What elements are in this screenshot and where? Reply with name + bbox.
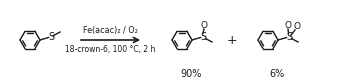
Text: O: O	[284, 21, 292, 30]
Text: Fe(acac)₂ / O₂: Fe(acac)₂ / O₂	[83, 26, 138, 35]
Text: +: +	[227, 34, 237, 47]
Text: 6%: 6%	[269, 69, 285, 79]
Text: S: S	[48, 32, 54, 42]
Text: 18-crown-6, 100 °C, 2 h: 18-crown-6, 100 °C, 2 h	[65, 45, 156, 54]
Text: O: O	[201, 21, 208, 30]
Text: O: O	[294, 22, 301, 31]
Text: S: S	[286, 32, 292, 42]
Text: 90%: 90%	[180, 69, 202, 79]
Text: S: S	[200, 32, 206, 42]
